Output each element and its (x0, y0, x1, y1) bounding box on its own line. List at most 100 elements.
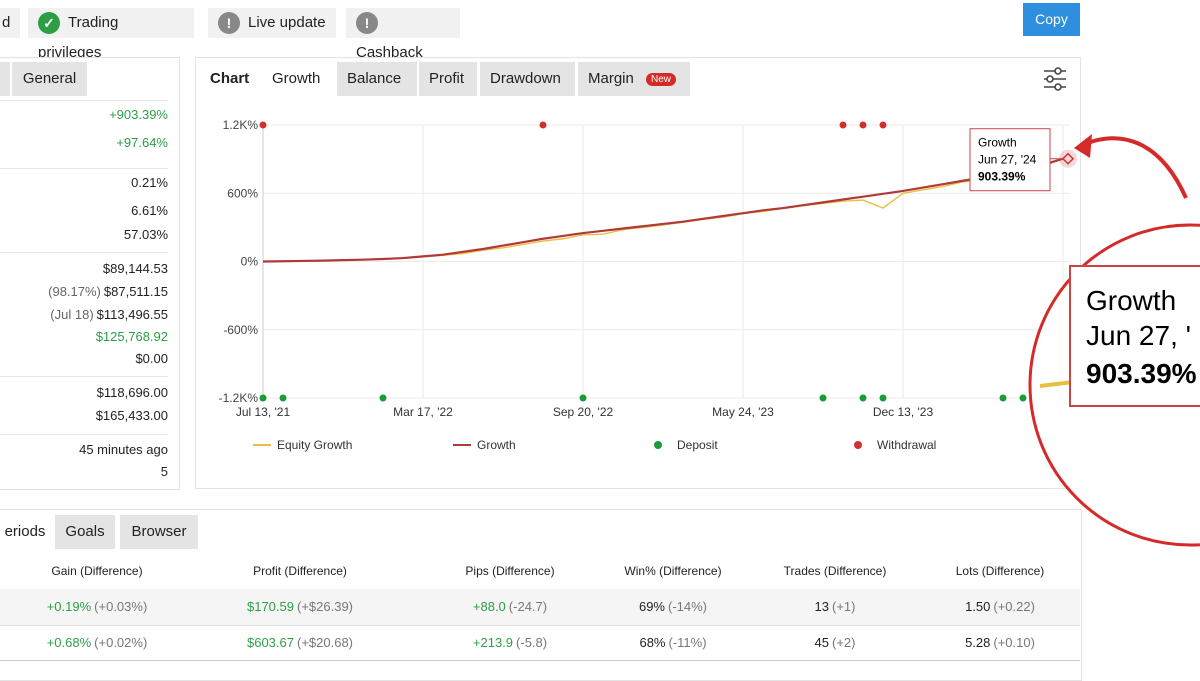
legend-label: Equity Growth (277, 438, 352, 452)
stat-row: (Jul 18) $113,496.55 (0, 307, 168, 322)
badge-text: Cashback (356, 44, 423, 61)
tooltip-date: Jun 27, '24 (978, 153, 1037, 167)
event-dot (819, 394, 827, 402)
chart-tab[interactable]: Growth (262, 62, 334, 96)
tooltip-value: 903.39% (978, 170, 1026, 184)
stat-value: 5 (160, 464, 168, 479)
arrow-head (1074, 134, 1092, 158)
legend-swatch (854, 441, 862, 449)
event-dot (879, 394, 887, 402)
event-dot (879, 121, 887, 129)
legend-swatch (654, 441, 662, 449)
cell-value: 5.28 (965, 635, 991, 650)
zoom-date: Jun 27, ' (1086, 320, 1191, 351)
cell-diff: (+$26.39) (296, 599, 354, 614)
cell-value: +0.19% (46, 599, 92, 614)
table-cell: 1.50 (+0.22) (965, 599, 1035, 614)
cell-value: +213.9 (472, 635, 514, 650)
divider (0, 252, 168, 253)
cell-diff: (+1) (831, 599, 856, 614)
chart-tab[interactable]: Balance (337, 62, 417, 96)
row-bg (0, 589, 1080, 625)
cell-diff: (-14%) (668, 599, 708, 614)
bottom-tab[interactable]: Goals (55, 515, 115, 549)
chart-panel (195, 57, 1081, 489)
settings-icon[interactable] (1040, 66, 1070, 92)
stat-note: (Jul 18) (50, 307, 94, 322)
cell-value: +0.68% (46, 635, 92, 650)
cell-value: 68% (639, 635, 666, 650)
hover-halo (1059, 149, 1077, 168)
stat-row: +903.39% (0, 107, 168, 122)
stat-row: 0.21% (0, 175, 168, 190)
event-dot (279, 394, 287, 402)
left-panel (0, 57, 180, 490)
stat-value: +903.39% (109, 107, 168, 122)
table-cell: +0.68% (+0.02%) (47, 635, 148, 650)
stat-value: 6.61% (131, 203, 168, 218)
cell-value: +88.0 (472, 599, 506, 614)
stat-value: $89,144.53 (102, 261, 168, 276)
table-header: Profit (Difference) (253, 564, 347, 578)
divider (0, 376, 168, 377)
cell-value: 45 (814, 635, 829, 650)
stat-value: $0.00 (135, 351, 168, 366)
chart-tab[interactable]: Drawdown (480, 62, 575, 96)
divider (0, 625, 1080, 626)
event-dot (259, 121, 267, 129)
table-cell: +213.9 (-5.8) (473, 635, 547, 650)
cell-diff: (+0.03%) (94, 599, 148, 614)
badge-text: Trading privileges (38, 14, 119, 61)
y-tick-label: -1.2K% (219, 391, 259, 405)
badge-text: Live update (248, 14, 326, 31)
tooltip (969, 128, 1051, 192)
chart-tab[interactable]: Profit (419, 62, 477, 96)
divider (0, 434, 168, 435)
table-header: Lots (Difference) (955, 564, 1045, 578)
legend-label: Deposit (677, 438, 718, 452)
stat-value: $113,496.55 (96, 307, 168, 322)
hover-marker (1061, 152, 1075, 165)
tooltip-title: Growth (978, 136, 1017, 150)
stat-row: (98.17%) $87,511.15 (0, 284, 168, 299)
stat-note: (98.17%) (48, 284, 101, 299)
cell-value: 1.50 (965, 599, 991, 614)
stat-row: $118,696.00 (0, 385, 168, 400)
bottom-tab[interactable]: Browser (120, 515, 198, 549)
table-cell: 5.28 (+0.10) (965, 635, 1035, 650)
event-dot (259, 394, 267, 402)
badge: d (0, 8, 21, 38)
x-tick-label: Jul 13, '21 (236, 405, 291, 419)
divider (0, 660, 1080, 661)
stat-row: $89,144.53 (0, 261, 168, 276)
table-header: Gain (Difference) (51, 564, 143, 578)
chart-tab[interactable]: Chart (200, 62, 258, 96)
table-cell: +88.0 (-24.7) (473, 599, 547, 614)
event-dot (859, 121, 867, 129)
new-badge: New (646, 73, 677, 86)
stat-value: 57.03% (123, 227, 168, 242)
event-dot (379, 394, 387, 402)
table-cell: 45 (+2) (815, 635, 856, 650)
stat-value: $165,433.00 (95, 408, 168, 423)
event-dot (1019, 394, 1027, 402)
badge-text: d (2, 14, 11, 31)
stat-value: $125,768.92 (95, 329, 168, 344)
table-cell: $603.67 (+$20.68) (247, 635, 353, 650)
table-header: Pips (Difference) (465, 564, 555, 578)
tab (0, 62, 10, 96)
badge: ! Live update (208, 8, 336, 38)
stat-row: 45 minutes ago (0, 442, 168, 457)
copy-button[interactable]: Copy (1023, 3, 1080, 36)
cell-value: 69% (638, 599, 666, 614)
cell-diff: (-5.8) (516, 635, 548, 650)
tab: General (12, 62, 87, 96)
legend-label: Withdrawal (877, 438, 936, 452)
zoom-value: 903.39% (1086, 358, 1197, 389)
legend-label: Growth (477, 438, 516, 452)
bottom-tab[interactable]: eriods (0, 515, 50, 549)
y-tick-label: -600% (223, 323, 258, 337)
series-line (262, 157, 1064, 263)
cell-diff: (-24.7) (508, 599, 548, 614)
